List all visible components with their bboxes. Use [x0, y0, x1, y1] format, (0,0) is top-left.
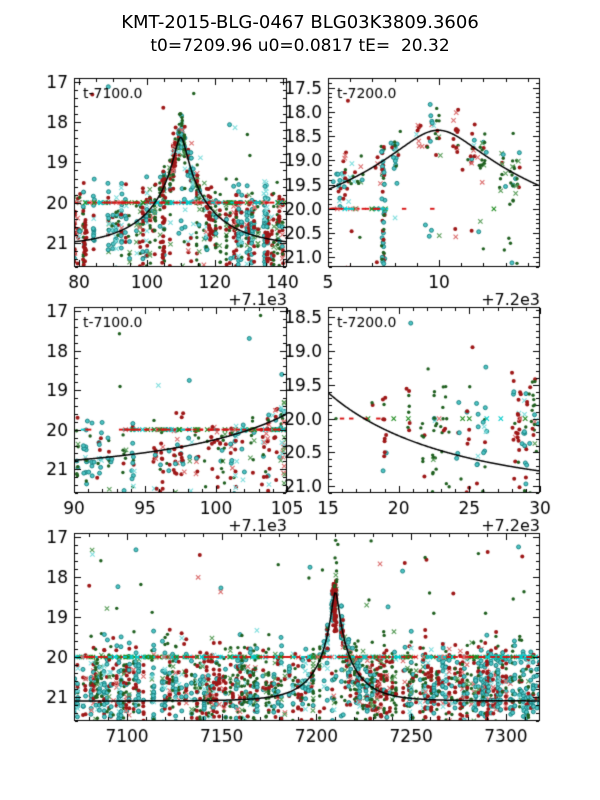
figure-title: KMT-2015-BLG-0467 BLG03K3809.3606: [121, 12, 479, 33]
panel-top-right: [274, 65, 556, 309]
figure-subtitle: t0=7209.96 u0=0.0817 tE= 20.32: [150, 36, 450, 56]
panel-top-left: [20, 65, 302, 309]
panel-middle-right: [274, 294, 556, 533]
panel-bottom-full: [20, 520, 556, 770]
panel-middle-left: [20, 294, 302, 533]
